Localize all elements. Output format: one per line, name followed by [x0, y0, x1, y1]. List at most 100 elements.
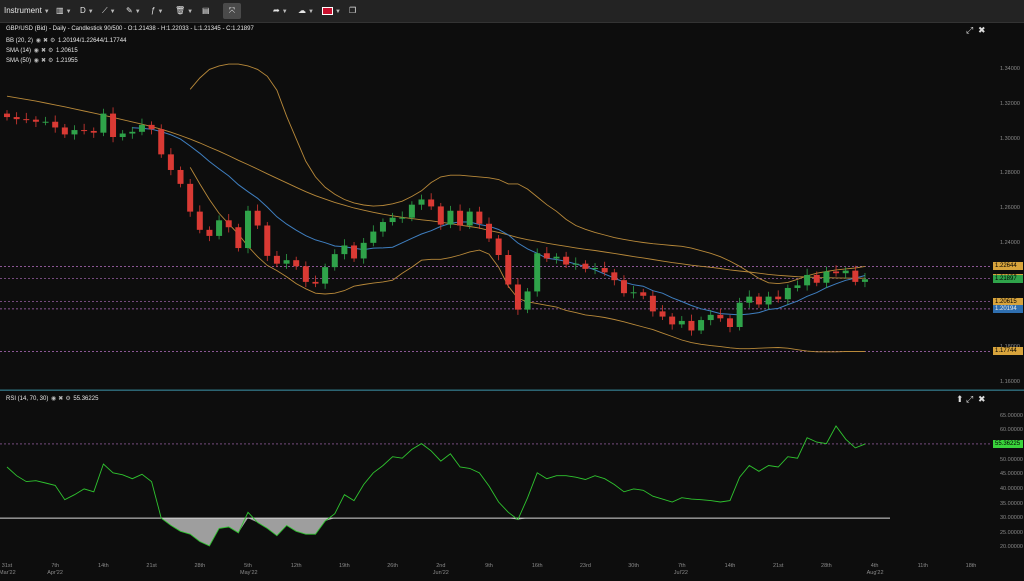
- draw-line-icon: ⟋: [102, 6, 108, 15]
- candle-body: [32, 119, 39, 122]
- weather-icon: ☁: [298, 6, 306, 15]
- candle-body: [4, 113, 10, 118]
- chevron-down-icon: ▼: [65, 9, 72, 15]
- gear-icon[interactable]: ⚙: [65, 396, 71, 402]
- chevron-down-icon: ▼: [335, 9, 341, 15]
- candle-body: [283, 260, 290, 264]
- chart-area[interactable]: [0, 22, 1024, 576]
- candle-body: [640, 292, 647, 296]
- candle-body: [707, 314, 714, 321]
- date-tick-label: 30th: [628, 563, 639, 569]
- window-button[interactable]: ❐: [349, 3, 356, 19]
- close-panel-icon[interactable]: ✖: [978, 25, 986, 35]
- candle-body: [437, 206, 444, 225]
- candle-body: [794, 285, 801, 288]
- candle-body: [302, 266, 309, 282]
- close-icon[interactable]: ✖: [40, 58, 46, 64]
- eye-icon[interactable]: ◉: [33, 48, 39, 54]
- weather-button[interactable]: ☁ ▼: [298, 3, 314, 19]
- eye-icon[interactable]: ◉: [35, 38, 41, 44]
- candle-body: [428, 199, 435, 207]
- close-icon[interactable]: ✖: [58, 396, 64, 402]
- candle-body: [312, 281, 319, 284]
- candle-body: [775, 296, 782, 300]
- candle-body: [331, 254, 338, 268]
- draw-line-button[interactable]: ⟋ ▼: [102, 3, 116, 19]
- candle-body: [746, 296, 753, 303]
- candle-body: [514, 284, 521, 310]
- price-tick-label: 1.34000: [1000, 66, 1020, 73]
- candle-body: [553, 256, 560, 259]
- flag-uk-icon: [322, 6, 333, 15]
- rsi-tick-label: 35.00000: [1000, 500, 1023, 507]
- eye-icon[interactable]: ◉: [33, 58, 39, 64]
- date-tick-label: 4th: [870, 563, 879, 569]
- candle-body: [447, 210, 454, 225]
- indicator-value: 1.20615: [56, 48, 78, 54]
- price-tick-label: 1.26000: [1000, 205, 1020, 212]
- candle-body: [457, 210, 464, 226]
- candle-body: [119, 133, 126, 138]
- candle-body: [42, 121, 49, 123]
- candlestick-type-button[interactable]: ▥ ▼: [56, 3, 72, 19]
- pencil-icon: ✎: [126, 6, 133, 15]
- share-button[interactable]: ➦ ▼: [273, 3, 288, 19]
- layout-button[interactable]: ▤: [202, 3, 210, 19]
- candle-body: [476, 211, 483, 224]
- candle-body: [177, 169, 184, 184]
- gear-icon[interactable]: ⚙: [49, 38, 56, 44]
- candle-body: [158, 129, 165, 155]
- date-tick-label: 14th: [724, 563, 736, 569]
- candle-body: [543, 253, 550, 259]
- candle-body: [611, 272, 618, 281]
- candle-body: [129, 131, 136, 134]
- candle-body: [351, 245, 358, 259]
- expand-icon[interactable]: ⤢: [966, 394, 974, 404]
- date-tick-label: 21st: [772, 563, 784, 569]
- gear-icon[interactable]: ⚙: [47, 58, 54, 64]
- fit-button[interactable]: ⤧: [223, 3, 241, 19]
- indicators-button[interactable]: ƒ ▼: [151, 3, 163, 19]
- candle-body: [370, 231, 377, 243]
- move-up-icon[interactable]: ⬆: [956, 394, 964, 404]
- candle-body: [592, 268, 599, 270]
- timeframe-selector[interactable]: D ▼: [80, 3, 94, 19]
- instrument-label: Instrument: [4, 6, 42, 15]
- rsi-tick-label: 60.00000: [1000, 427, 1023, 434]
- close-panel-icon[interactable]: ✖: [978, 394, 986, 404]
- candle-body: [216, 220, 223, 236]
- indicator-label: SMA (14): [6, 48, 32, 54]
- instrument-selector[interactable]: Instrument ▼: [4, 3, 50, 19]
- month-tick-label: Aug'22: [866, 570, 884, 576]
- rsi-tick-label: 65.00000: [1000, 412, 1023, 419]
- language-button[interactable]: ▼: [322, 3, 341, 19]
- candle-body: [765, 296, 772, 305]
- candle-body: [534, 253, 541, 292]
- candle-body: [167, 154, 174, 170]
- candlestick-type-icon: ▥: [56, 6, 64, 15]
- pencil-button[interactable]: ✎ ▼: [126, 3, 141, 19]
- candle-body: [293, 260, 300, 267]
- close-icon[interactable]: ✖: [42, 38, 48, 44]
- expand-icon[interactable]: ⤢: [966, 25, 974, 35]
- date-tick-label: 11th: [917, 563, 928, 569]
- trash-button[interactable]: 🗑 ▼: [175, 3, 193, 19]
- candle-body: [833, 271, 840, 274]
- indicator-rsi: RSI (14, 70, 30) ◉ ✖ ⚙ 55.36225: [6, 395, 98, 402]
- candle-body: [505, 254, 512, 285]
- candle-body: [264, 225, 271, 256]
- eye-icon[interactable]: ◉: [51, 396, 57, 402]
- timeframe-label: D: [80, 6, 86, 15]
- candle-body: [698, 320, 705, 331]
- gear-icon[interactable]: ⚙: [47, 48, 54, 54]
- price-tick-label: 1.24000: [1000, 239, 1020, 246]
- chart-canvas[interactable]: [0, 22, 1024, 576]
- close-icon[interactable]: ✖: [40, 48, 46, 54]
- rsi-tick-label: 40.00000: [1000, 485, 1023, 492]
- rsi-oversold-fill: [161, 518, 528, 546]
- date-tick-label: 31st: [1, 563, 13, 569]
- date-tick-label: 18th: [965, 563, 977, 569]
- price-tag: 1.20615: [993, 297, 1023, 306]
- indicators-icon: ƒ: [151, 6, 156, 15]
- sma14-line: [132, 127, 866, 316]
